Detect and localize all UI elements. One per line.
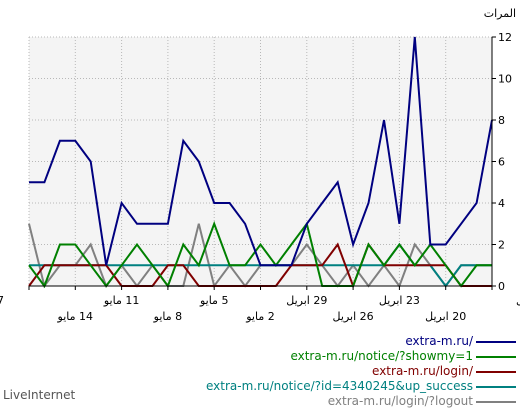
series-layer — [28, 36, 493, 289]
legend-item: extra-m.ru/login/?logout — [0, 393, 520, 409]
y-tick-labels: 0 2 4 6 8 10 12 — [492, 31, 512, 293]
x-tick-label: 20 ابريل — [425, 310, 466, 323]
x-tick-label: 5 مايو — [199, 294, 228, 307]
legend-label: extra-m.ru/notice/?id=4340245&up_success — [205, 379, 473, 393]
legend-label: extra-m.ru/ — [405, 334, 473, 348]
line-chart: 0 2 4 6 8 10 12 17 مايو 14 مايو 11 مايو 8 مايو 5 م… — [0, 7, 520, 323]
x-tick-label: 23 ابريل — [379, 294, 420, 307]
legend-label: extra-m.ru/login/ — [372, 364, 473, 378]
y-tick-label: 10 — [498, 73, 512, 86]
y-tick-label: 8 — [498, 114, 505, 127]
x-tick-label: 8 مايو — [153, 310, 182, 323]
y-tick-label: 6 — [498, 156, 505, 169]
legend-swatch — [476, 356, 516, 358]
x-tick-label: 26 ابريل — [333, 310, 374, 323]
legend-label: extra-m.ru/notice/?showmy=1 — [290, 349, 473, 363]
legend-swatch — [476, 371, 516, 373]
y-tick-label: 2 — [498, 239, 505, 252]
x-tick-labels: 17 مايو 14 مايو 11 مايو 8 مايو 5 مايو 2 مايو 2… — [0, 286, 520, 323]
legend-label: extra-m.ru/login/?logout — [327, 394, 473, 408]
x-tick-label: 2 مايو — [245, 310, 274, 323]
x-tick-label: 11 مايو — [103, 294, 139, 307]
legend-item: extra-m.ru/login/ — [0, 363, 520, 379]
y-tick-label: 0 — [498, 280, 505, 293]
y-tick-label: 4 — [498, 197, 505, 210]
x-tick-label: 14 مايو — [57, 310, 93, 323]
legend-swatch — [476, 386, 516, 388]
y-tick-label: 12 — [498, 31, 512, 44]
legend-item: extra-m.ru/notice/?id=4340245&up_success — [0, 378, 520, 394]
x-tick-label: 29 ابريل — [286, 294, 327, 307]
series-line — [29, 36, 493, 267]
legend-swatch — [476, 341, 516, 343]
brand-footer: LiveInternet — [3, 388, 76, 402]
x-tick-label: 17 ابريل — [516, 294, 520, 307]
legend-item: extra-m.ru/notice/?showmy=1 — [0, 348, 520, 364]
y-axis-label: المرات — [484, 7, 516, 20]
legend-item: extra-m.ru/ — [0, 333, 520, 349]
legend-swatch — [476, 401, 516, 403]
x-tick-label: 17 مايو — [0, 294, 4, 307]
